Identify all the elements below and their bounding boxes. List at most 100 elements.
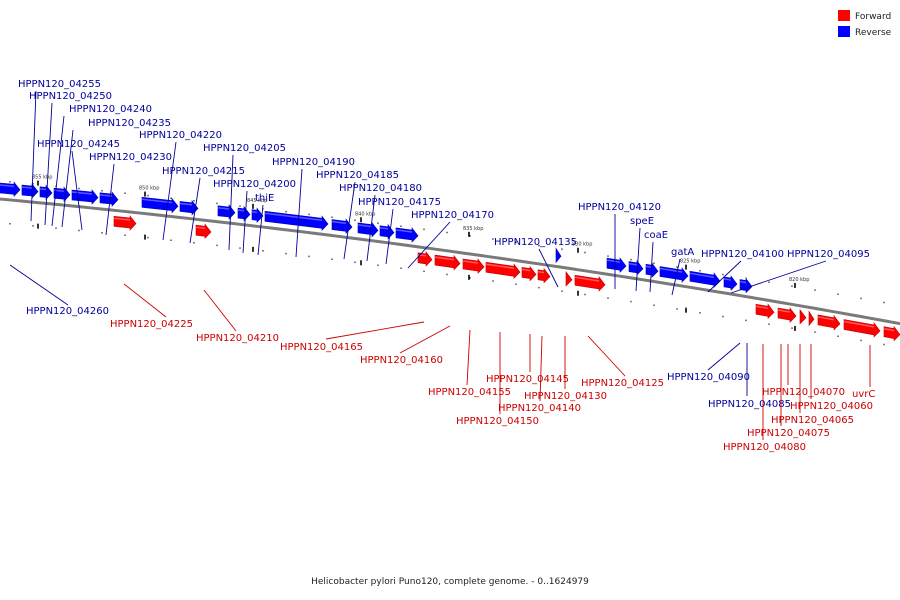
forward-gene-label: HPPN120_04210 — [196, 333, 279, 344]
forward-gene-arrow-highlight — [574, 276, 600, 282]
reverse-gene-arrow — [99, 191, 119, 207]
reverse-gene-label-leader — [343, 181, 356, 260]
reverse-gene-label: HPPN120_04095 — [787, 249, 870, 260]
reverse-gene-arrow-highlight — [141, 198, 173, 204]
reverse-gene-arrow-body — [99, 191, 119, 207]
reverse-gene-label-leader — [61, 129, 74, 228]
reverse-gene-arrow-body — [739, 277, 753, 294]
forward-gene-arrow — [417, 251, 433, 267]
reverse-gene-label-leader — [44, 102, 53, 226]
forward-gene-arrow-body — [777, 307, 797, 323]
forward-gene-arrow — [883, 325, 900, 342]
reverse-gene-arrow-highlight — [739, 280, 747, 284]
forward-gene-label: HPPN120_04160 — [360, 355, 443, 366]
legend-label-reverse: Reverse — [855, 28, 892, 38]
reverse-gene-label: HPPN120_04260 — [26, 306, 109, 317]
forward-gene-label-leader — [539, 335, 543, 402]
reverse-gene-label-leader — [649, 241, 654, 293]
forward-gene-arrow-highlight — [485, 263, 515, 270]
reverse-gene-label-leader — [162, 141, 177, 241]
forward-gene-label: HPPN120_04065 — [771, 415, 854, 426]
reverse-gene-arrow-body — [689, 270, 721, 288]
scale-kbp-label: 820 kbp — [789, 277, 809, 283]
reverse-gene-arrow-highlight — [179, 202, 193, 206]
reverse-gene-arrow-body — [357, 221, 379, 238]
forward-gene-arrow — [799, 308, 807, 325]
reverse-gene-arrow-highlight — [331, 220, 347, 225]
reverse-gene-label: HPPN120_04120 — [578, 202, 661, 213]
forward-gene-label: HPPN120_04060 — [790, 401, 873, 412]
reverse-gene-arrow-body — [237, 205, 251, 222]
forward-gene-arrow — [777, 307, 797, 323]
reverse-gene-arrow-highlight — [71, 191, 93, 195]
reverse-gene-arrow-highlight — [606, 259, 621, 263]
forward-gene-label-leader — [123, 283, 167, 318]
reverse-gene-arrow-highlight — [357, 224, 373, 228]
reverse-gene-arrow — [395, 227, 419, 243]
reverse-gene-label-leader — [228, 154, 234, 251]
reverse-gene-arrow-body — [39, 184, 53, 201]
scale-kbp-label: 850 kbp — [139, 186, 159, 192]
genome-caption: Helicobacter pylori Puno120, complete ge… — [311, 577, 589, 587]
reverse-gene-arrow-highlight — [264, 212, 323, 222]
forward-gene-arrow-body — [434, 254, 461, 271]
reverse-gene-arrow — [264, 210, 329, 232]
reverse-gene-arrow-body — [659, 266, 689, 283]
reverse-gene-arrow-body — [251, 207, 264, 224]
reverse-gene-arrow-highlight — [0, 184, 15, 188]
reverse-gene-label-leader — [385, 208, 394, 265]
reverse-gene-arrow — [0, 181, 21, 198]
forward-gene-label: HPPN120_04070 — [762, 387, 845, 398]
forward-gene-arrow-body — [485, 261, 521, 280]
reverse-gene-arrow — [251, 207, 264, 224]
forward-gene-arrow-body — [417, 251, 433, 267]
reverse-gene-arrow-body — [331, 218, 353, 235]
reverse-gene-arrow — [141, 196, 179, 214]
genome-backbone — [0, 197, 900, 326]
reverse-gene-label: HPPN120_04135 — [494, 237, 577, 248]
reverse-gene-arrow — [331, 218, 353, 235]
reverse-gene-label-leader — [707, 260, 742, 293]
forward-gene-label-leader — [399, 325, 451, 354]
forward-gene-arrow — [537, 267, 551, 284]
reverse-gene-label: HPPN120_04185 — [316, 170, 399, 181]
reverse-gene-arrow-highlight — [379, 227, 389, 230]
forward-gene-arrow-body — [808, 310, 815, 327]
forward-gene-label: HPPN120_04080 — [723, 442, 806, 453]
reverse-gene-label: gatA — [671, 247, 694, 258]
forward-gene-arrow — [843, 319, 881, 338]
reverse-gene-label: HPPN120_04240 — [69, 104, 152, 115]
forward-gene-arrow — [195, 223, 212, 240]
forward-gene-arrow-highlight — [462, 260, 479, 264]
scale-kbp-label: 830 kbp — [572, 242, 592, 248]
forward-gene-label-leader — [466, 329, 471, 386]
reverse-gene-arrow — [357, 221, 379, 238]
reverse-gene-arrow-highlight — [217, 207, 230, 210]
forward-gene-label: HPPN120_04165 — [280, 342, 363, 353]
reverse-gene-label: HPPN120_04180 — [339, 183, 422, 194]
reverse-gene-arrow — [21, 183, 39, 199]
reverse-gene-label-leader — [9, 264, 69, 306]
forward-gene-arrow-highlight — [537, 271, 545, 274]
reverse-gene-arrow — [739, 277, 753, 294]
reverse-gene-label-leader — [242, 190, 248, 254]
reverse-gene-label: HPPN120_04090 — [667, 372, 750, 383]
forward-gene-label: HPPN120_04125 — [581, 378, 664, 389]
forward-gene-label: HPPN120_04130 — [524, 391, 607, 402]
reverse-gene-label-leader — [671, 258, 681, 296]
scale-kbp-label: 825 kbp — [680, 259, 700, 265]
reverse-gene-arrow-body — [379, 223, 395, 240]
forward-gene-arrow-body — [843, 319, 881, 338]
forward-gene-arrow-body — [799, 308, 807, 325]
forward-gene-arrow-body — [113, 215, 137, 231]
forward-gene-arrow — [565, 271, 573, 287]
legend-swatch-reverse — [838, 26, 850, 37]
reverse-gene-arrow-highlight — [659, 267, 683, 273]
forward-gene-arrow-body — [883, 325, 900, 342]
reverse-gene-arrow — [606, 257, 627, 273]
reverse-gene-label-leader — [538, 248, 559, 288]
forward-gene-arrow — [434, 254, 461, 271]
reverse-gene-label: HPPN120_04200 — [213, 179, 296, 190]
